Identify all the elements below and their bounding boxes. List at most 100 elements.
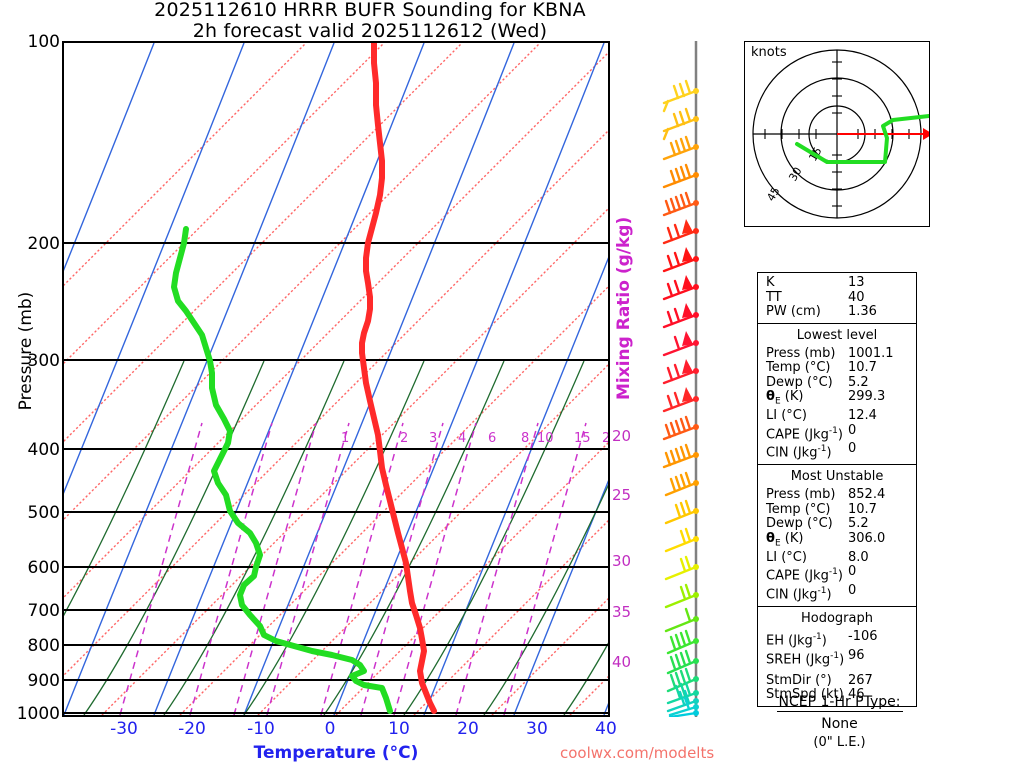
index-key: TT	[766, 289, 782, 305]
field-value: 46	[848, 687, 865, 703]
table-row: TT 40	[758, 289, 916, 306]
mixing-ratio-tick: 35	[612, 603, 632, 621]
field-key: LI (°C)	[766, 408, 807, 424]
field-key: Temp (°C)	[766, 501, 831, 517]
table-row: EH (Jkg-1) -106	[758, 629, 916, 649]
isobar-lines	[64, 242, 608, 714]
field-key: Dewp (°C)	[766, 516, 833, 532]
index-value: 40	[848, 289, 865, 305]
field-key: StmSpd (kt)	[766, 687, 844, 703]
watermark: coolwx.com/modelts	[560, 744, 715, 762]
table-row: SREH (Jkg-1) 96	[758, 647, 916, 668]
svg-text:30: 30	[786, 165, 804, 184]
mixing-ratio-tick: 20	[612, 427, 632, 445]
field-value: 0	[848, 583, 857, 599]
table-row: θE (K) 306.0	[758, 530, 916, 551]
svg-text:4: 4	[458, 431, 466, 446]
svg-text:2: 2	[400, 431, 408, 446]
field-value: 12.4	[848, 408, 877, 424]
hodograph: knots 15 30	[744, 41, 930, 227]
field-key: θE (K)	[766, 530, 804, 549]
temperature-tick: 20	[457, 719, 479, 739]
index-key: K	[766, 275, 775, 290]
skewt-diagram: 1 2 3 4 6 8 10 15 20	[62, 41, 610, 717]
pressure-tick: 400	[27, 440, 60, 460]
dewpoint-trace	[171, 226, 393, 714]
table-row: Press (mb) 852.4	[758, 488, 916, 503]
ptype-liquid-equivalent: (0" L.E.)	[813, 735, 866, 750]
svg-text:15: 15	[574, 431, 591, 446]
svg-text:1: 1	[341, 431, 349, 446]
mixing-ratio-inline-labels: 1 2 3 4 6 8 10 15 20	[341, 431, 608, 446]
wind-barb-column	[655, 41, 715, 719]
sounding-indices-panel: K 13 TT 40 PW (cm) 1.36 Lowest level Pre…	[757, 272, 917, 707]
field-value: 267	[848, 672, 873, 688]
pressure-axis-label: Pressure (mb)	[16, 291, 36, 411]
ptype-value: None	[821, 716, 858, 732]
most-unstable-heading: Most Unstable	[790, 469, 884, 485]
field-key: StmDir (°)	[766, 672, 832, 688]
index-key: PW (cm)	[766, 304, 821, 319]
temperature-axis-label: Temperature (°C)	[253, 743, 419, 763]
field-key: EH (Jkg-1)	[766, 632, 827, 649]
mixing-ratio-lines	[119, 422, 587, 715]
field-value: 0	[848, 564, 857, 580]
title-line-1: 2025112610 HRRR BUFR Sounding for KBNA	[154, 0, 586, 21]
temperature-tick: -10	[247, 719, 275, 739]
field-value: 96	[848, 647, 865, 663]
pressure-tick: 800	[27, 636, 60, 656]
pressure-tick: 100	[27, 32, 60, 52]
temperature-tick: 40	[595, 719, 617, 739]
field-key: CIN (Jkg-1)	[766, 444, 832, 461]
hodograph-units-label: knots	[751, 45, 787, 60]
pressure-tick: 200	[27, 234, 60, 254]
pressure-axis: 100 200 300 400 500 600 700 800 900 1000…	[0, 32, 60, 724]
pressure-tick: 300	[27, 351, 60, 371]
mixing-ratio-axis: 20 25 30 35 40	[612, 41, 658, 717]
ncep-ptype-panel: NCEP 1-Hr PType: None (0" L.E.)	[742, 694, 937, 750]
field-value: 0	[848, 441, 857, 457]
mixing-ratio-tick: 25	[612, 486, 632, 504]
pressure-tick: 1000	[16, 704, 60, 724]
skewt-svg: 1 2 3 4 6 8 10 15 20	[64, 43, 608, 715]
storm-motion-vector	[837, 128, 929, 140]
field-key: CAPE (Jkg-1)	[766, 567, 843, 584]
field-value: 0	[848, 422, 857, 438]
field-value: 299.3	[848, 389, 886, 404]
field-key: θE (K)	[766, 389, 804, 407]
field-value: -106	[848, 629, 878, 644]
field-key: Press (mb)	[766, 345, 836, 361]
field-value: 1001.1	[848, 345, 894, 361]
index-value: 13	[848, 275, 865, 290]
indices-section: K 13 TT 40 PW (cm) 1.36	[758, 273, 916, 323]
svg-text:45: 45	[764, 185, 782, 204]
moist-adiabat-lines	[64, 360, 608, 715]
table-row: LI (°C) 12.4	[758, 409, 916, 424]
table-row: Temp (°C) 10.7	[758, 501, 916, 518]
temperature-tick: -20	[178, 719, 206, 739]
dry-adiabat-lines	[64, 43, 608, 715]
mixing-ratio-tick: 30	[612, 552, 632, 570]
temperature-tick: 10	[388, 719, 410, 739]
hodograph-stats-section: Hodograph EH (Jkg-1) -106 SREH (Jkg-1) 9…	[758, 606, 916, 706]
table-row: CIN (Jkg-1) 0	[758, 583, 916, 603]
temperature-tick: 0	[324, 719, 336, 739]
field-key: LI (°C)	[766, 549, 807, 565]
field-key: Temp (°C)	[766, 360, 831, 375]
field-value: 852.4	[848, 487, 886, 503]
field-key: Press (mb)	[766, 487, 836, 503]
field-key: CIN (Jkg-1)	[766, 586, 832, 603]
table-row: CIN (Jkg-1) 0	[758, 442, 916, 461]
lowest-level-heading: Lowest level	[796, 327, 878, 343]
table-row: PW (cm) 1.36	[758, 304, 916, 320]
index-value: 1.36	[848, 304, 877, 319]
table-row: StmSpd (kt) 46	[758, 688, 916, 703]
field-value: 8.0	[848, 549, 869, 565]
temperature-tick: 30	[526, 719, 548, 739]
pressure-tick: 600	[27, 558, 60, 578]
field-key: SREH (Jkg-1)	[766, 650, 845, 668]
svg-text:6: 6	[488, 431, 496, 446]
svg-text:10: 10	[537, 431, 554, 446]
table-row: Dewp (°C) 5.2	[758, 375, 916, 391]
